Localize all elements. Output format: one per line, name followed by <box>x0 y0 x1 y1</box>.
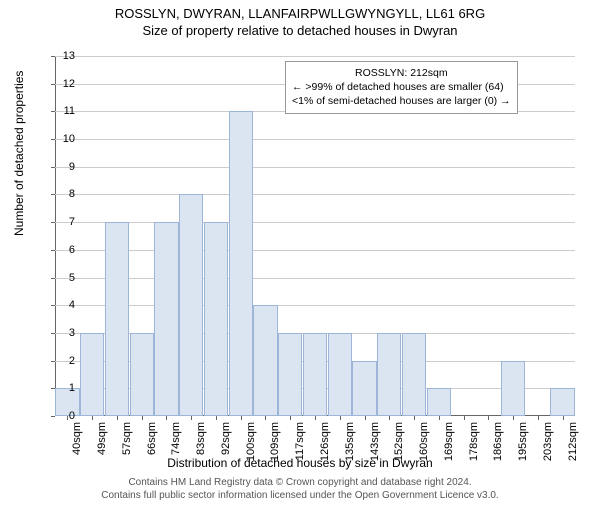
xtick-label: 57sqm <box>121 422 133 455</box>
gridline <box>55 222 575 223</box>
ytick-label: 12 <box>55 78 75 90</box>
xtick-mark <box>290 416 291 420</box>
ytick-label: 11 <box>55 105 75 117</box>
ytick-label: 13 <box>55 50 75 62</box>
ytick-label: 6 <box>55 244 75 256</box>
xtick-label: 49sqm <box>96 422 108 455</box>
xtick-label: 117sqm <box>294 422 306 460</box>
xtick-mark <box>563 416 564 420</box>
gridline <box>55 278 575 279</box>
ytick-label: 2 <box>55 355 75 367</box>
xtick-mark <box>414 416 415 420</box>
ytick-label: 9 <box>55 161 75 173</box>
ytick-label: 7 <box>55 216 75 228</box>
ytick-label: 3 <box>55 327 75 339</box>
xtick-label: 92sqm <box>220 422 232 455</box>
ytick-label: 0 <box>55 410 75 422</box>
y-axis-label: Number of detached properties <box>12 71 26 236</box>
xtick-mark <box>265 416 266 420</box>
xtick-label: 40sqm <box>71 422 83 455</box>
gridline <box>55 139 575 140</box>
gridline <box>55 167 575 168</box>
xtick-label: 143sqm <box>369 422 381 461</box>
footer-line-2: Contains full public sector information … <box>0 489 600 502</box>
bar <box>427 388 451 416</box>
gridline <box>55 305 575 306</box>
xtick-label: 195sqm <box>517 422 529 461</box>
footer-line-1: Contains HM Land Registry data © Crown c… <box>0 476 600 489</box>
xtick-label: 169sqm <box>443 422 455 461</box>
chart-plot-area: ROSSLYN: 212sqm ← >99% of detached house… <box>55 56 575 416</box>
xtick-label: 66sqm <box>146 422 158 455</box>
footer: Contains HM Land Registry data © Crown c… <box>0 476 600 502</box>
gridline <box>55 194 575 195</box>
page-title: ROSSLYN, DWYRAN, LLANFAIRPWLLGWYNGYLL, L… <box>0 6 600 21</box>
bar <box>550 388 574 416</box>
xtick-mark <box>538 416 539 420</box>
xtick-label: 203sqm <box>542 422 554 461</box>
bar <box>154 222 178 416</box>
bar <box>278 333 302 416</box>
bar <box>328 333 352 416</box>
ytick-label: 1 <box>55 382 75 394</box>
xtick-label: 186sqm <box>492 422 504 461</box>
xtick-mark <box>166 416 167 420</box>
xtick-mark <box>513 416 514 420</box>
xtick-mark <box>117 416 118 420</box>
gridline <box>55 56 575 57</box>
xtick-mark <box>315 416 316 420</box>
bar <box>229 111 253 416</box>
ytick-label: 4 <box>55 299 75 311</box>
page-subtitle: Size of property relative to detached ho… <box>0 23 600 38</box>
xtick-mark <box>92 416 93 420</box>
xtick-mark <box>142 416 143 420</box>
xtick-label: 74sqm <box>170 422 182 455</box>
legend-line-1: ← >99% of detached houses are smaller (6… <box>292 80 511 94</box>
gridline <box>55 250 575 251</box>
bar <box>105 222 129 416</box>
ytick-label: 8 <box>55 188 75 200</box>
xtick-mark <box>488 416 489 420</box>
legend-title: ROSSLYN: 212sqm <box>292 66 511 80</box>
bar <box>253 305 277 416</box>
bar <box>130 333 154 416</box>
bar <box>501 361 525 416</box>
xtick-label: 152sqm <box>393 422 405 461</box>
bar <box>352 361 376 416</box>
xtick-mark <box>464 416 465 420</box>
legend-line-2: <1% of semi-detached houses are larger (… <box>292 94 511 108</box>
xtick-label: 160sqm <box>418 422 430 461</box>
xtick-mark <box>365 416 366 420</box>
bar <box>179 194 203 416</box>
bar <box>204 222 228 416</box>
xtick-mark <box>241 416 242 420</box>
bar <box>80 333 104 416</box>
xtick-label: 135sqm <box>344 422 356 461</box>
bar <box>303 333 327 416</box>
xtick-mark <box>439 416 440 420</box>
xtick-label: 126sqm <box>319 422 331 461</box>
bar <box>402 333 426 416</box>
legend-box: ROSSLYN: 212sqm ← >99% of detached house… <box>285 61 518 114</box>
xtick-mark <box>340 416 341 420</box>
xtick-mark <box>389 416 390 420</box>
bar <box>377 333 401 416</box>
xtick-mark <box>216 416 217 420</box>
xtick-mark <box>191 416 192 420</box>
xtick-label: 178sqm <box>468 422 480 461</box>
xtick-label: 109sqm <box>269 422 281 461</box>
ytick-label: 10 <box>55 133 75 145</box>
xtick-label: 83sqm <box>195 422 207 455</box>
ytick-label: 5 <box>55 272 75 284</box>
xtick-label: 100sqm <box>245 422 257 461</box>
xtick-label: 212sqm <box>567 422 579 461</box>
